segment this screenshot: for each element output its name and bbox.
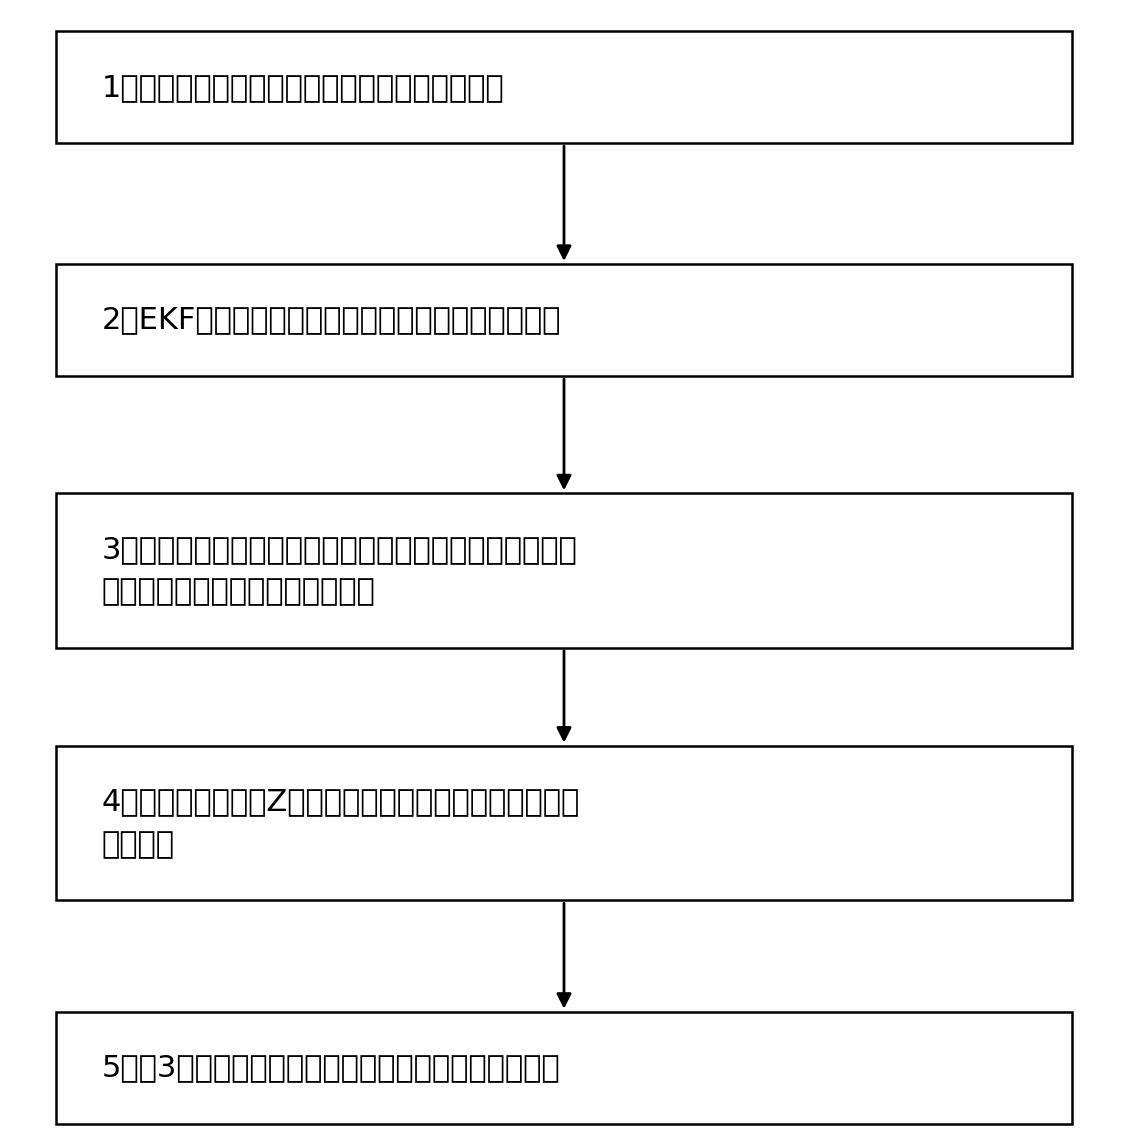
Text: 3、正常工作时，激光测量值通过获取的激光测距仪和相机
坐标系间位姿关系转到相机坐标系: 3、正常工作时，激光测量值通过获取的激光测距仪和相机 坐标系间位姿关系转到相机坐… <box>102 535 578 607</box>
FancyBboxPatch shape <box>56 746 1072 900</box>
FancyBboxPatch shape <box>56 264 1072 376</box>
Text: 1、激光测距仪测量耶标距离，相机拍摄耶标图像: 1、激光测距仪测量耶标距离，相机拍摄耶标图像 <box>102 72 504 102</box>
FancyBboxPatch shape <box>56 1012 1072 1124</box>
Text: 5、〔3个特征点修正后的坐标构建矢量，计算姿态数据: 5、〔3个特征点修正后的坐标构建矢量，计算姿态数据 <box>102 1053 561 1083</box>
Text: 4、计算出特征点的Z向值，修正相机自身的测量值，修正
位置数据: 4、计算出特征点的Z向值，修正相机自身的测量值，修正 位置数据 <box>102 787 580 859</box>
FancyBboxPatch shape <box>56 31 1072 143</box>
Text: 2、EKF法获取的激光测距仪和相机坐标系间位姿关系: 2、EKF法获取的激光测距仪和相机坐标系间位姿关系 <box>102 305 561 335</box>
FancyBboxPatch shape <box>56 493 1072 648</box>
